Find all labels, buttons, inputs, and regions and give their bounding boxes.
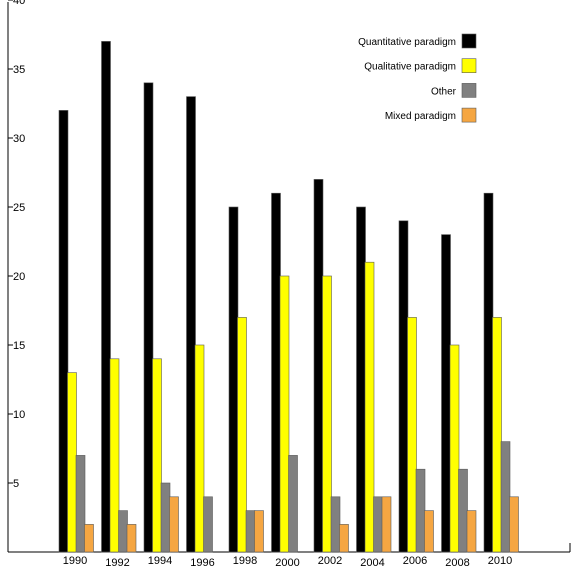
bar-qualitative-paradigm-1990 (67, 372, 77, 553)
bar-other-2008 (458, 468, 468, 553)
x-tick-label: 2006 (403, 555, 427, 566)
bar-mixed-paradigm-1994 (169, 496, 179, 553)
bar-quantitative-paradigm-2008 (441, 234, 451, 553)
bar-qualitative-paradigm-2008 (449, 344, 460, 553)
bar-mixed-paradigm-2006 (424, 510, 434, 553)
x-tick-label: 1996 (190, 557, 214, 566)
x-tick-label: 1998 (233, 555, 257, 566)
y-tick-label: 35 (13, 64, 25, 76)
x-tick-label: 1990 (63, 555, 87, 566)
legend-swatch (461, 33, 477, 49)
legend-swatch (461, 83, 477, 98)
y-tick-group: 5 10 15 20 25 30 35 40 (8, 0, 25, 490)
x-tick-label: 1992 (105, 557, 129, 566)
bar-other-2000 (288, 455, 298, 553)
bar-other-2004 (373, 496, 383, 553)
bar-other-1998 (245, 510, 256, 553)
legend-label: Qualitative paradigm (364, 62, 456, 73)
bar-other-1996 (203, 496, 213, 553)
bar-other-2002 (330, 496, 341, 553)
bar-quantitative-paradigm-2006 (398, 220, 409, 553)
legend-label: Mixed paradigm (385, 111, 456, 122)
legend-label: Other (431, 86, 457, 97)
bar-mixed-paradigm-2010 (509, 496, 519, 553)
bar-qualitative-paradigm-1992 (109, 358, 120, 553)
bar-other-1990 (75, 455, 86, 553)
x-tick-label: 1994 (148, 555, 172, 566)
bar-quantitative-paradigm-2000 (271, 192, 281, 553)
y-tick-label: 20 (13, 271, 25, 283)
y-tick-label: 10 (13, 409, 25, 421)
bar-quantitative-paradigm-2002 (313, 179, 324, 553)
bar-quantitative-paradigm-1996 (186, 96, 196, 553)
y-tick-label: 25 (13, 202, 25, 214)
legend-label: Quantitative paradigm (358, 37, 456, 48)
bar-quantitative-paradigm-2004 (356, 206, 366, 553)
bar-qualitative-paradigm-2010 (492, 317, 502, 553)
y-tick-label: 40 (13, 0, 25, 7)
bar-other-2006 (415, 468, 426, 553)
bar-quantitative-paradigm-1990 (58, 110, 69, 553)
bars-group (58, 41, 519, 553)
bar-mixed-paradigm-2002 (339, 524, 349, 553)
bar-mixed-paradigm-2008 (466, 510, 477, 553)
y-tick-label: 30 (13, 133, 25, 145)
bar-quantitative-paradigm-1994 (143, 82, 154, 553)
bar-qualitative-paradigm-1994 (152, 358, 162, 553)
bar-qualitative-paradigm-2002 (322, 275, 332, 553)
bar-quantitative-paradigm-2010 (483, 192, 494, 553)
bar-qualitative-paradigm-1996 (194, 344, 205, 553)
bar-other-2010 (500, 441, 511, 553)
bar-mixed-paradigm-1990 (84, 524, 94, 553)
bar-mixed-paradigm-2004 (381, 496, 392, 553)
legend-swatch (461, 58, 477, 74)
y-tick-label: 5 (13, 478, 19, 490)
legend-swatch (461, 107, 477, 123)
x-tick-label-group: 1990 1992 1994 1996 1998 2000 2002 2004 2006 2008… (63, 555, 512, 566)
bar-qualitative-paradigm-2000 (279, 275, 290, 553)
x-tick-label: 2010 (488, 555, 512, 566)
x-tick-label: 2008 (445, 557, 469, 566)
bar-other-1992 (118, 510, 128, 553)
x-tick-label: 2004 (360, 557, 384, 566)
bar-mixed-paradigm-1998 (254, 510, 264, 553)
x-tick-label: 2000 (275, 557, 299, 566)
bar-other-1994 (160, 482, 171, 553)
bar-qualitative-paradigm-2004 (364, 261, 375, 553)
bar-quantitative-paradigm-1998 (228, 206, 239, 553)
bar-qualitative-paradigm-1998 (237, 317, 247, 553)
x-tick-label: 2002 (318, 555, 342, 566)
y-tick-label: 15 (13, 340, 25, 352)
bar-qualitative-paradigm-2006 (407, 317, 417, 553)
legend: Quantitative paradigm Qualitative paradig… (358, 33, 477, 123)
bar-mixed-paradigm-1992 (126, 524, 137, 553)
bar-quantitative-paradigm-1992 (101, 41, 111, 553)
